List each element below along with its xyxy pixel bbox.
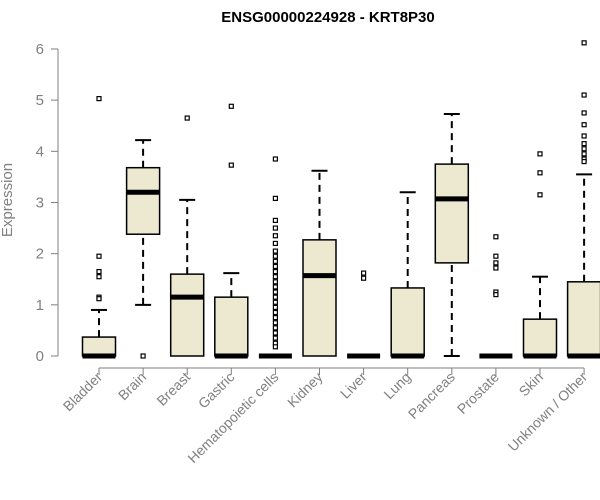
outlier-point bbox=[493, 291, 499, 298]
x-tick-label: Pancreas bbox=[405, 369, 458, 422]
box-iqr bbox=[81, 336, 117, 357]
y-tick-label: 0 bbox=[36, 348, 44, 365]
y-axis-label: Expression bbox=[0, 163, 16, 237]
x-tick-label: Prostate bbox=[454, 369, 502, 417]
outlier-point bbox=[272, 195, 278, 201]
box-iqr bbox=[169, 273, 205, 357]
outlier-point bbox=[272, 315, 278, 321]
outlier-point bbox=[581, 40, 587, 46]
outlier-point bbox=[228, 162, 234, 168]
x-tick-label: Bladder bbox=[60, 369, 106, 415]
outlier-point bbox=[361, 275, 367, 281]
outlier-point bbox=[581, 146, 587, 152]
outlier-point bbox=[96, 274, 102, 280]
outlier-point bbox=[272, 253, 278, 259]
y-tick-label: 1 bbox=[36, 297, 44, 314]
x-tick-label: Brain bbox=[115, 369, 149, 403]
outlier-point bbox=[272, 325, 278, 331]
outlier-point bbox=[228, 103, 234, 109]
outlier-point bbox=[96, 96, 102, 102]
outlier-point bbox=[272, 344, 278, 350]
box-bladder bbox=[81, 96, 117, 359]
outlier-point bbox=[581, 158, 587, 165]
outlier-point bbox=[184, 115, 190, 121]
outlier-point bbox=[272, 304, 278, 310]
x-tick-label: Unknown / Other bbox=[505, 369, 591, 455]
box-pancreas bbox=[434, 112, 470, 357]
outlier-point bbox=[272, 233, 278, 239]
outlier-point bbox=[581, 92, 587, 98]
y-tick-label: 4 bbox=[36, 143, 44, 160]
box-hematopoietic-cells bbox=[258, 156, 292, 359]
outlier-point bbox=[493, 234, 499, 240]
box-iqr bbox=[214, 296, 249, 357]
box-iqr bbox=[434, 163, 470, 264]
outlier-point bbox=[272, 156, 278, 162]
outlier-point bbox=[272, 320, 278, 326]
outlier-point bbox=[272, 330, 278, 336]
outlier-point bbox=[96, 268, 102, 275]
box-skin bbox=[522, 151, 558, 359]
y-tick-label: 3 bbox=[36, 194, 44, 211]
outlier-point bbox=[272, 335, 278, 341]
outlier-point bbox=[272, 240, 278, 247]
chart-title: ENSG00000224928 - KRT8P30 bbox=[221, 9, 434, 26]
y-tick-label: 5 bbox=[36, 92, 44, 109]
outlier-point bbox=[272, 274, 278, 280]
box-iqr bbox=[125, 166, 161, 235]
outlier-point bbox=[272, 284, 278, 290]
box-iqr bbox=[566, 281, 600, 357]
outlier-point bbox=[493, 253, 499, 259]
outlier-point bbox=[537, 192, 543, 198]
box-breast bbox=[169, 115, 205, 357]
box-iqr bbox=[302, 239, 337, 357]
outlier-point bbox=[581, 133, 587, 139]
x-tick-label: Lung bbox=[380, 369, 413, 402]
outlier-point bbox=[96, 253, 102, 259]
outlier-point bbox=[140, 353, 146, 359]
outlier-point bbox=[493, 265, 499, 271]
outlier-point bbox=[581, 141, 587, 147]
outlier-point bbox=[272, 294, 278, 300]
y-tick-label: 2 bbox=[36, 246, 44, 263]
box-brain bbox=[125, 139, 161, 359]
outlier-point bbox=[581, 151, 587, 157]
outlier-point bbox=[581, 110, 587, 116]
outlier-point bbox=[272, 268, 278, 275]
outlier-point bbox=[361, 270, 367, 276]
outlier-point bbox=[272, 299, 278, 305]
outlier-point bbox=[537, 170, 543, 176]
x-tick-label: Skin bbox=[516, 369, 547, 400]
x-tick-label: Breast bbox=[153, 369, 193, 409]
outlier-point bbox=[272, 309, 278, 316]
outlier-point bbox=[537, 151, 543, 157]
box-unknown-other bbox=[566, 40, 600, 359]
box-kidney bbox=[302, 169, 337, 357]
box-lung bbox=[390, 191, 425, 359]
box-iqr bbox=[522, 318, 558, 357]
x-tick-label: Kidney bbox=[284, 369, 326, 411]
box-gastric bbox=[214, 103, 249, 359]
outlier-point bbox=[96, 296, 102, 302]
box-iqr bbox=[390, 287, 425, 357]
x-tick-label: Gastric bbox=[195, 369, 238, 412]
outlier-point bbox=[272, 217, 278, 223]
x-tick-label: Liver bbox=[337, 369, 370, 402]
y-tick-label: 6 bbox=[36, 41, 44, 58]
outlier-point bbox=[272, 248, 278, 254]
outlier-point bbox=[581, 122, 587, 128]
outlier-point bbox=[272, 225, 278, 231]
outlier-point bbox=[272, 263, 278, 270]
outlier-point bbox=[493, 260, 499, 266]
outlier-point bbox=[272, 258, 278, 264]
boxes-layer bbox=[81, 40, 600, 359]
y-axis: 0 1 2 3 4 5 6 bbox=[36, 41, 59, 365]
outlier-point bbox=[272, 279, 278, 285]
outlier-point bbox=[272, 289, 278, 295]
box-liver bbox=[347, 270, 381, 359]
box-prostate bbox=[479, 234, 513, 359]
